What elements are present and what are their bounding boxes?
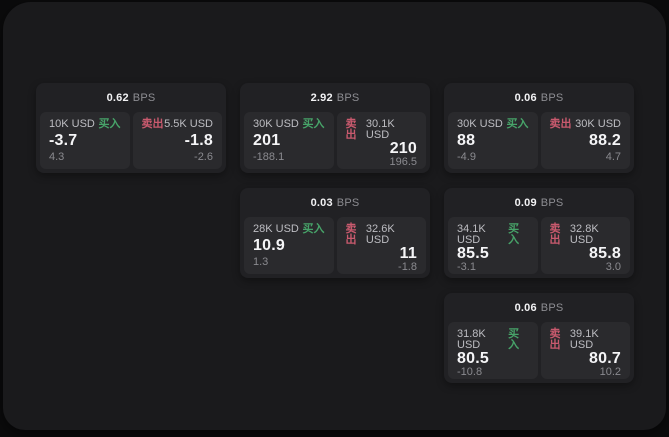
- buy-side-label: 买入: [506, 118, 529, 130]
- sell-delta: -1.8: [398, 261, 417, 273]
- sell-amount: 30.1K USD: [365, 118, 395, 141]
- sell-panel[interactable]: 卖出 32.8K USD 85.8 3.0: [540, 217, 630, 274]
- buy-price: 201: [253, 132, 281, 149]
- bps-unit-label: BPS: [540, 91, 564, 104]
- buy-side-label: 买入: [508, 223, 520, 246]
- spread-card: 0.62 BPS 10K USD 买入 -3.7 4.3 卖出 5.5K USD: [36, 83, 226, 173]
- sell-amount: 32.8K USD: [569, 223, 599, 246]
- spread-cards-grid: 0.62 BPS 10K USD 买入 -3.7 4.3 卖出 5.5K USD: [36, 83, 634, 383]
- spread-card-header: 0.03 BPS: [244, 188, 426, 217]
- sell-price: 11: [399, 245, 417, 262]
- spread-card-header: 0.06 BPS: [448, 83, 630, 112]
- buy-panel[interactable]: 31.8K USD 买入 80.5 -10.8: [448, 322, 538, 379]
- spread-card: 0.09 BPS 34.1K USD 买入 85.5 -3.1 卖出 32.8K…: [444, 188, 634, 278]
- spread-card-header: 0.62 BPS: [40, 83, 222, 112]
- sell-amount: 32.6K USD: [365, 223, 395, 246]
- buy-sell-panels: 28K USD 买入 10.9 1.3 卖出 32.6K USD 11 -1.8: [244, 217, 426, 274]
- buy-amount: 30K USD: [253, 118, 299, 130]
- sell-delta: 196.5: [389, 156, 417, 168]
- bps-value: 2.92: [310, 91, 333, 104]
- buy-sell-panels: 31.8K USD 买入 80.5 -10.8 卖出 39.1K USD 80.…: [448, 322, 630, 379]
- sell-price: 85.8: [589, 245, 621, 262]
- sell-side-label: 卖出: [549, 223, 561, 246]
- buy-amount: 34.1K USD: [457, 223, 486, 246]
- buy-panel[interactable]: 30K USD 买入 88 -4.9: [448, 112, 538, 169]
- bps-unit-label: BPS: [336, 91, 360, 104]
- sell-side-label: 卖出: [345, 223, 357, 246]
- buy-side-label: 买入: [302, 118, 325, 130]
- bps-unit-label: BPS: [540, 301, 564, 314]
- spread-card-header: 0.06 BPS: [448, 293, 630, 322]
- buy-delta: -3.1: [457, 261, 476, 273]
- bps-unit-label: BPS: [336, 196, 360, 209]
- buy-sell-panels: 34.1K USD 买入 85.5 -3.1 卖出 32.8K USD 85.8…: [448, 217, 630, 274]
- buy-panel[interactable]: 10K USD 买入 -3.7 4.3: [40, 112, 130, 169]
- buy-delta: 1.3: [253, 256, 269, 268]
- buy-amount: 31.8K USD: [457, 328, 486, 351]
- buy-sell-panels: 30K USD 买入 201 -188.1 卖出 30.1K USD 210 1…: [244, 112, 426, 169]
- buy-delta: -188.1: [253, 151, 285, 163]
- buy-sell-panels: 30K USD 买入 88 -4.9 卖出 30K USD 88.2 4.7: [448, 112, 630, 169]
- spread-card: 0.03 BPS 28K USD 买入 10.9 1.3 卖出 32.6K US…: [240, 188, 430, 278]
- buy-panel[interactable]: 34.1K USD 买入 85.5 -3.1: [448, 217, 538, 274]
- buy-delta: -10.8: [457, 366, 483, 378]
- buy-delta: -4.9: [457, 151, 476, 163]
- sell-price: -1.8: [184, 132, 213, 149]
- sell-panel[interactable]: 卖出 30.1K USD 210 196.5: [336, 112, 426, 169]
- sell-price: 80.7: [589, 350, 621, 367]
- bps-unit-label: BPS: [132, 91, 156, 104]
- bps-value: 0.06: [514, 301, 537, 314]
- buy-price: 10.9: [253, 237, 285, 254]
- bps-unit-label: BPS: [540, 196, 564, 209]
- sell-delta: 4.7: [605, 151, 621, 163]
- spread-card-header: 0.09 BPS: [448, 188, 630, 217]
- buy-price: 85.5: [457, 245, 489, 262]
- spread-card: 0.06 BPS 30K USD 买入 88 -4.9 卖出 30K USD: [444, 83, 634, 173]
- sell-side-label: 卖出: [141, 118, 164, 130]
- bps-value: 0.03: [310, 196, 333, 209]
- buy-price: -3.7: [49, 132, 78, 149]
- sell-panel[interactable]: 卖出 30K USD 88.2 4.7: [540, 112, 630, 169]
- sell-side-label: 卖出: [549, 328, 561, 351]
- sell-amount: 39.1K USD: [569, 328, 599, 351]
- sell-amount: 5.5K USD: [164, 118, 213, 130]
- sell-panel[interactable]: 卖出 5.5K USD -1.8 -2.6: [132, 112, 222, 169]
- buy-amount: 28K USD: [253, 223, 299, 235]
- buy-delta: 4.3: [49, 151, 65, 163]
- bps-value: 0.06: [514, 91, 537, 104]
- sell-price: 88.2: [589, 132, 621, 149]
- spread-card: 2.92 BPS 30K USD 买入 201 -188.1 卖出 30.1K …: [240, 83, 430, 173]
- buy-amount: 30K USD: [457, 118, 503, 130]
- buy-amount: 10K USD: [49, 118, 95, 130]
- spread-card-header: 2.92 BPS: [244, 83, 426, 112]
- sell-side-label: 卖出: [345, 118, 357, 141]
- buy-sell-panels: 10K USD 买入 -3.7 4.3 卖出 5.5K USD -1.8 -2.…: [40, 112, 222, 169]
- buy-price: 88: [457, 132, 476, 149]
- bps-value: 0.09: [514, 196, 537, 209]
- buy-price: 80.5: [457, 350, 489, 367]
- buy-panel[interactable]: 30K USD 买入 201 -188.1: [244, 112, 334, 169]
- sell-panel[interactable]: 卖出 39.1K USD 80.7 10.2: [540, 322, 630, 379]
- sell-delta: -2.6: [194, 151, 213, 163]
- sell-delta: 10.2: [599, 366, 621, 378]
- spread-card: 0.06 BPS 31.8K USD 买入 80.5 -10.8 卖出 39.1…: [444, 293, 634, 383]
- buy-side-label: 买入: [302, 223, 325, 235]
- buy-panel[interactable]: 28K USD 买入 10.9 1.3: [244, 217, 334, 274]
- sell-amount: 30K USD: [575, 118, 621, 130]
- buy-side-label: 买入: [508, 328, 520, 351]
- sell-price: 210: [389, 140, 417, 157]
- bps-value: 0.62: [106, 91, 129, 104]
- sell-side-label: 卖出: [549, 118, 572, 130]
- sell-panel[interactable]: 卖出 32.6K USD 11 -1.8: [336, 217, 426, 274]
- sell-delta: 3.0: [605, 261, 621, 273]
- buy-side-label: 买入: [98, 118, 121, 130]
- app-window: 0.62 BPS 10K USD 买入 -3.7 4.3 卖出 5.5K USD: [3, 2, 666, 430]
